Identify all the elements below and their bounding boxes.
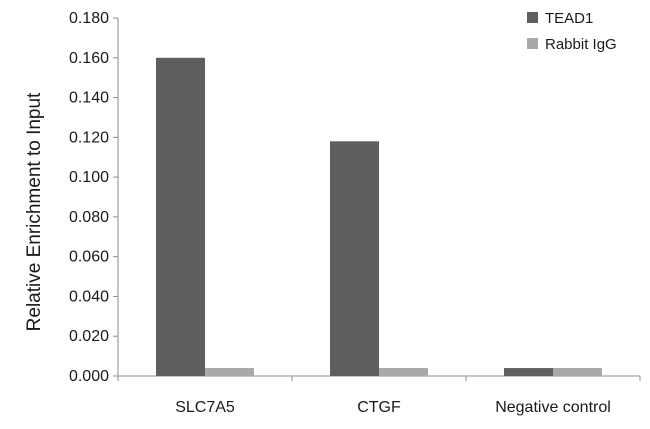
bars xyxy=(156,57,602,377)
y-axis-title-group: Relative Enrichment to Input xyxy=(24,92,45,331)
bar-tead1 xyxy=(330,141,379,376)
y-tick-label: 0.180 xyxy=(69,10,109,27)
legend-swatch xyxy=(527,12,538,23)
x-category-label: Negative control xyxy=(495,399,611,416)
bar-rabbit-igg xyxy=(379,368,428,376)
y-tick-label: 0.000 xyxy=(69,368,109,385)
y-tick-label: 0.120 xyxy=(69,129,109,146)
y-axis-title: Relative Enrichment to Input xyxy=(24,92,45,331)
y-ticks: 0.000 0.020 0.040 0.060 0.080 0.100 0.120 0.140… xyxy=(69,10,118,385)
y-tick-label: 0.060 xyxy=(69,249,109,266)
bar-tead1 xyxy=(156,57,205,377)
bar-tead1 xyxy=(504,368,553,376)
legend-label: Rabbit IgG xyxy=(545,36,617,53)
x-category-label: CTGF xyxy=(357,399,401,416)
y-tick-label: 0.020 xyxy=(69,328,109,345)
y-tick-label: 0.100 xyxy=(69,169,109,186)
legend-swatch xyxy=(527,38,538,49)
y-tick-label: 0.040 xyxy=(69,288,109,305)
x-category-label: SLC7A5 xyxy=(175,399,235,416)
y-tick-label: 0.140 xyxy=(69,90,109,107)
y-tick-label: 0.080 xyxy=(69,209,109,226)
category-labels: SLC7A5 CTGF Negative control xyxy=(175,399,611,416)
legend: TEAD1 Rabbit IgG xyxy=(527,10,617,53)
bar-rabbit-igg xyxy=(205,368,254,376)
y-tick-label: 0.160 xyxy=(69,50,109,67)
bar-rabbit-igg xyxy=(553,368,602,376)
legend-label: TEAD1 xyxy=(545,10,593,27)
